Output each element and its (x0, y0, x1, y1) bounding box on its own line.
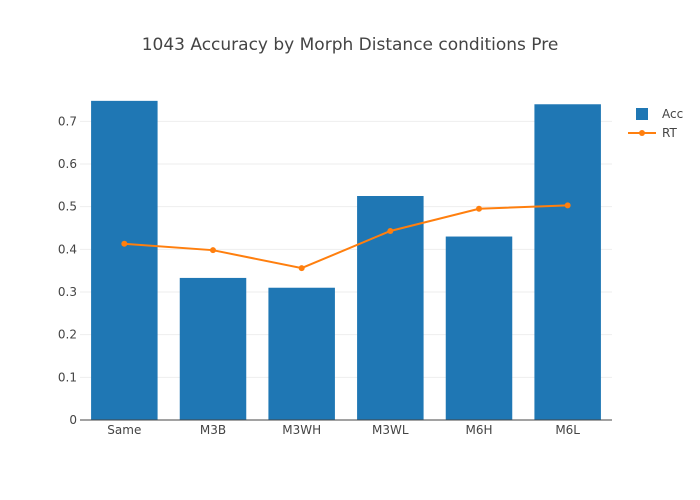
x-tick-label: M6L (555, 423, 580, 437)
x-tick-label: M3WL (372, 423, 409, 437)
legend-swatch-acc (636, 108, 648, 120)
rt-line (124, 204, 568, 270)
legend: Acc RT (628, 107, 683, 140)
y-tick-label: 0.2 (58, 328, 77, 342)
x-tick-label: M3B (200, 423, 226, 437)
bar-same[interactable] (91, 100, 158, 420)
grid-lines (80, 120, 612, 378)
rt-point-same[interactable] (121, 240, 128, 247)
chart-title: 1043 Accuracy by Morph Distance conditio… (142, 35, 559, 55)
y-tick-label: 0.4 (58, 242, 77, 256)
bar-m6h[interactable] (445, 236, 513, 420)
y-tick-label: 0.1 (58, 370, 77, 384)
bar-m6l[interactable] (534, 104, 601, 421)
legend-label-rt: RT (662, 126, 677, 140)
rt-point-m3b[interactable] (210, 247, 216, 254)
x-tick-label: M6H (465, 423, 492, 437)
rt-point-m3wl[interactable] (387, 227, 394, 234)
y-axis-tick-labels: 0 0.1 0.2 0.3 0.4 0.5 0.6 0.7 (58, 114, 77, 427)
x-tick-label: M3WH (282, 423, 321, 437)
rt-point-m6h[interactable] (476, 205, 482, 212)
y-tick-label: 0 (69, 413, 77, 427)
rt-point-m6l[interactable] (564, 202, 571, 209)
y-tick-label: 0.3 (58, 285, 77, 299)
rt-point-m3wh[interactable] (298, 265, 305, 272)
y-tick-label: 0.6 (58, 157, 77, 171)
legend-swatch-rt-marker (639, 130, 645, 136)
bar-m3b[interactable] (179, 277, 247, 420)
y-tick-label: 0.5 (58, 200, 77, 214)
bar-series-acc (91, 100, 601, 421)
line-series-rt (121, 202, 571, 272)
bar-m3wh[interactable] (268, 287, 335, 420)
x-axis-tick-labels: Same M3B M3WH M3WL M6H M6L (107, 423, 580, 437)
y-tick-label: 0.7 (58, 114, 77, 128)
x-tick-label: Same (107, 423, 141, 437)
legend-label-acc: Acc (662, 107, 683, 121)
